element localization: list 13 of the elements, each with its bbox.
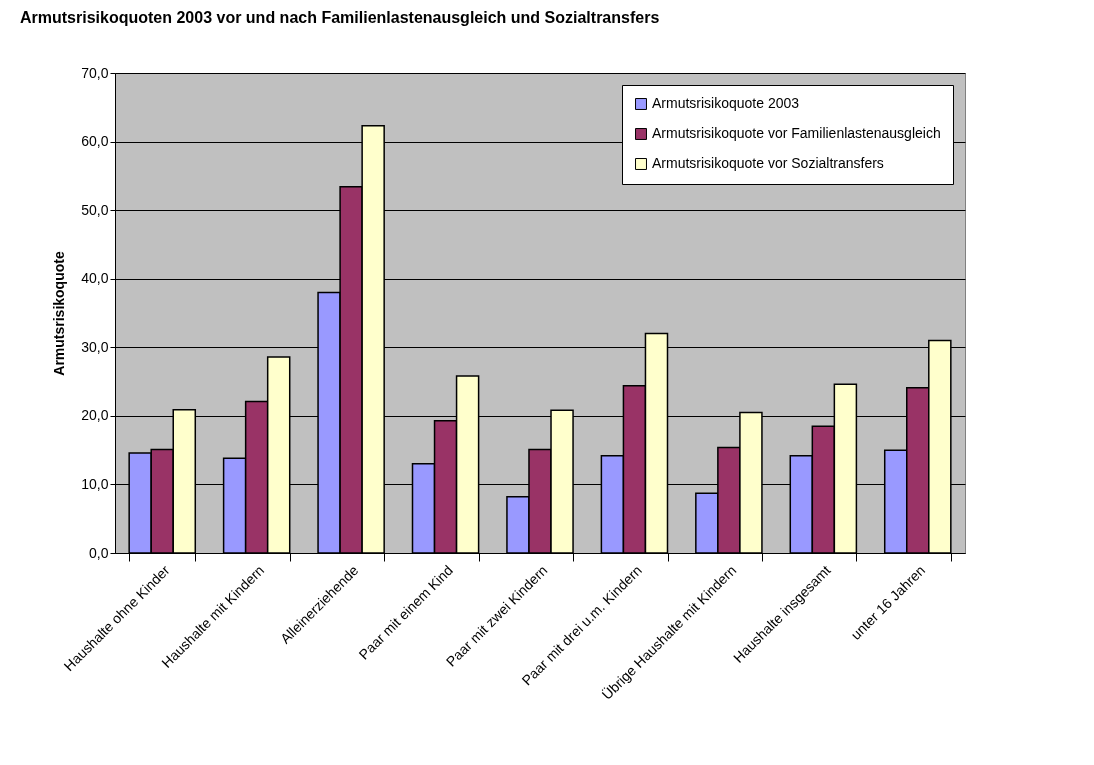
legend-label: Armutsrisikoquote vor Familienlastenausgleich (652, 125, 941, 141)
y-tick-label: 10,0 (81, 475, 109, 492)
y-tick-label: 20,0 (81, 407, 109, 424)
legend-label: Armutsrisikoquote vor Sozialtransfers (652, 155, 884, 171)
y-tick-label: 70,0 (81, 64, 109, 81)
y-axis-title: Armutsrisikoquote (51, 251, 68, 376)
y-tick-label: 40,0 (81, 270, 109, 287)
y-tick-label: 30,0 (81, 338, 109, 355)
chart-title: Armutsrisikoquoten 2003 vor und nach Familienlastenausgleich und Sozialtransfers (20, 9, 660, 26)
y-tick-label: 50,0 (81, 201, 109, 218)
legend-label: Armutsrisikoquote 2003 (652, 95, 800, 111)
y-tick-label: 60,0 (81, 133, 109, 150)
y-tick-label: 0,0 (89, 544, 109, 561)
